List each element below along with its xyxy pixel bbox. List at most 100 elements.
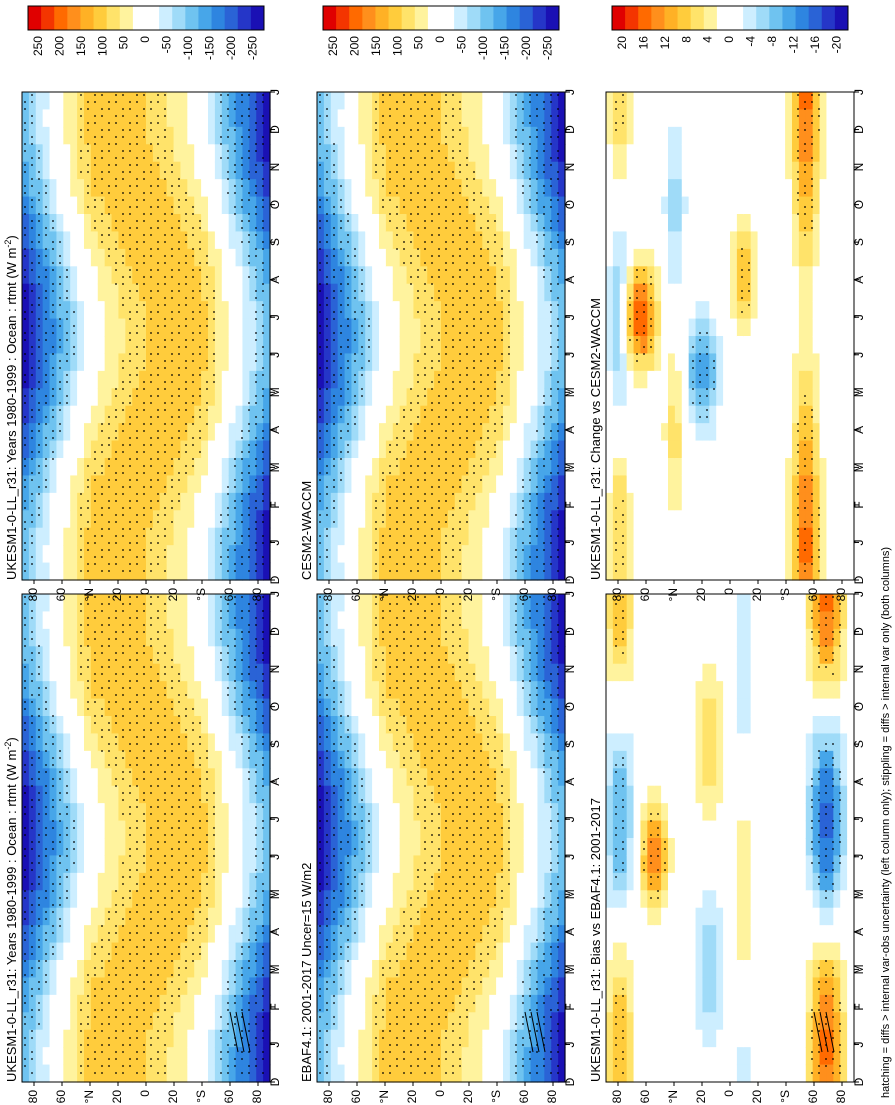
- field-cell: [619, 820, 628, 839]
- stipple-dot: [375, 645, 377, 647]
- field-cell: [256, 838, 264, 857]
- field-cell: [28, 803, 37, 822]
- stipple-dot: [255, 617, 257, 619]
- stipple-dot: [171, 981, 173, 983]
- field-cell: [159, 611, 168, 630]
- stipple-dot: [255, 701, 257, 703]
- field-cell: [221, 750, 230, 769]
- stipple-dot: [101, 708, 103, 710]
- stipple-dot: [59, 792, 61, 794]
- field-cell: [420, 820, 428, 839]
- field-cell: [489, 872, 497, 891]
- stipple-dot: [515, 603, 517, 605]
- stipple-dot: [368, 855, 370, 857]
- stipple-dot: [129, 869, 131, 871]
- stipple-dot: [31, 1072, 33, 1074]
- stipple-dot: [557, 876, 559, 878]
- field-cell: [173, 611, 182, 630]
- stipple-dot: [115, 911, 117, 913]
- field-cell: [256, 925, 264, 944]
- stipple-dot: [557, 729, 559, 731]
- stipple-dot: [164, 610, 166, 612]
- field-cell: [551, 681, 559, 700]
- field-cell: [70, 907, 78, 926]
- stipple-dot: [220, 638, 222, 640]
- stipple-dot: [438, 708, 440, 710]
- stipple-dot: [473, 729, 475, 731]
- field-cell: [235, 733, 244, 752]
- stipple-dot: [248, 904, 250, 906]
- field-cell: [187, 663, 195, 682]
- stipple-dot: [522, 1023, 524, 1025]
- field-cell: [194, 890, 202, 909]
- field-cell: [214, 681, 223, 700]
- stipple-dot: [143, 988, 145, 990]
- stipple-dot: [557, 925, 559, 927]
- stipple-dot: [59, 925, 61, 927]
- stipple-dot: [94, 946, 96, 948]
- field-cell: [633, 994, 642, 1013]
- field-cell: [688, 768, 697, 787]
- stipple-dot: [487, 757, 489, 759]
- field-cell: [730, 1029, 738, 1048]
- field-cell: [365, 733, 373, 752]
- field-cell: [681, 1047, 690, 1066]
- stipple-dot: [389, 631, 391, 633]
- field-cell: [461, 628, 470, 647]
- field-cell: [516, 628, 525, 647]
- stipple-dot: [354, 813, 356, 815]
- field-cell: [544, 716, 552, 735]
- field-cell: [612, 872, 621, 891]
- field-cell: [454, 838, 463, 857]
- field-cell: [461, 716, 470, 735]
- stipple-dot: [389, 694, 391, 696]
- field-cell: [723, 942, 731, 961]
- stipple-dot: [143, 673, 145, 675]
- field-cell: [626, 1012, 635, 1031]
- stipple-dot: [382, 1037, 384, 1039]
- field-cell: [166, 646, 175, 665]
- stipple-dot: [319, 890, 321, 892]
- field-cell: [187, 872, 195, 891]
- stipple-dot: [550, 785, 552, 787]
- stipple-dot: [87, 995, 89, 997]
- field-cell: [358, 768, 366, 787]
- field-cell: [132, 1064, 140, 1083]
- stipple-dot: [101, 960, 103, 962]
- field-cell: [35, 785, 44, 804]
- field-cell: [365, 768, 373, 787]
- stipple-dot: [480, 701, 482, 703]
- field-cell: [544, 1064, 552, 1083]
- field-cell: [235, 594, 244, 613]
- stipple-dot: [255, 687, 257, 689]
- stipple-dot: [157, 890, 159, 892]
- field-cell: [626, 803, 635, 822]
- field-cell: [97, 907, 106, 926]
- stipple-dot: [262, 715, 264, 717]
- field-cell: [461, 663, 470, 682]
- field-cell: [49, 750, 58, 769]
- stipple-dot: [396, 743, 398, 745]
- stipple-dot: [459, 1065, 461, 1067]
- field-cell: [35, 768, 44, 787]
- field-cell: [640, 994, 648, 1013]
- field-cell: [63, 855, 71, 874]
- field-cell: [530, 681, 539, 700]
- stipple-dot: [66, 855, 68, 857]
- stipple-dot: [185, 715, 187, 717]
- stipple-dot: [143, 603, 145, 605]
- stipple-dot: [157, 820, 159, 822]
- field-cell: [633, 907, 642, 926]
- hatch-line: [235, 1011, 245, 1053]
- field-cell: [214, 611, 223, 630]
- stipple-dot: [501, 806, 503, 808]
- stipple-dot: [410, 960, 412, 962]
- field-cell: [413, 716, 421, 735]
- field-cell: [358, 838, 366, 857]
- field-cell: [454, 750, 463, 769]
- field-cell: [180, 663, 188, 682]
- stipple-dot: [45, 827, 47, 829]
- field-cell: [406, 942, 415, 961]
- stipple-dot: [480, 918, 482, 920]
- stipple-dot: [45, 687, 47, 689]
